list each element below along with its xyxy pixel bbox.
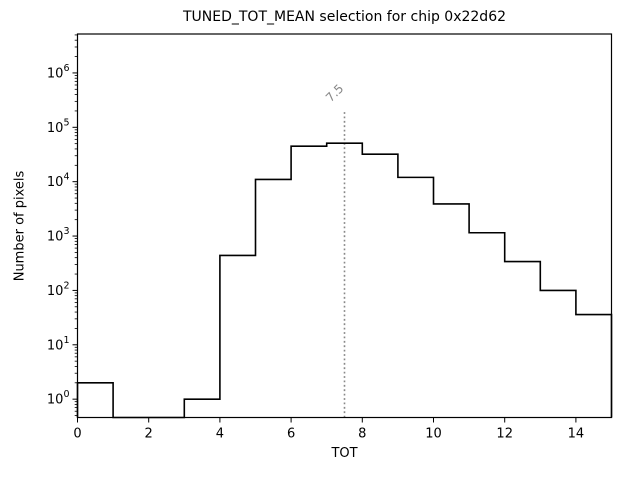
x-tick-label: 2 [145,427,153,442]
x-tick-label: 10 [425,427,442,442]
x-axis-ticks: 0 2 4 6 8 10 12 14 [73,417,585,442]
y-tick-label: 105 [47,117,70,136]
y-tick-label: 102 [47,280,70,299]
y-tick-label: 104 [47,172,70,191]
y-axis-ticks: 100 101 102 103 104 105 106 [47,63,78,408]
axes-spines [76,33,613,419]
x-tick-label: 14 [568,427,585,442]
y-tick-label: 100 [47,389,70,408]
y-tick-label: 106 [47,63,70,82]
x-tick-label: 8 [358,427,366,442]
y-tick-label: 103 [47,226,70,245]
x-tick-label: 0 [73,427,81,442]
x-tick-label: 4 [216,427,224,442]
threshold-label: 7.5 [323,81,346,104]
y-tick-label: 101 [47,335,70,354]
x-tick-label: 12 [496,427,513,442]
chart-title: TUNED_TOT_MEAN selection for chip 0x22d6… [182,9,507,25]
x-tick-label: 6 [287,427,295,442]
x-axis-label: TOT [331,446,358,461]
